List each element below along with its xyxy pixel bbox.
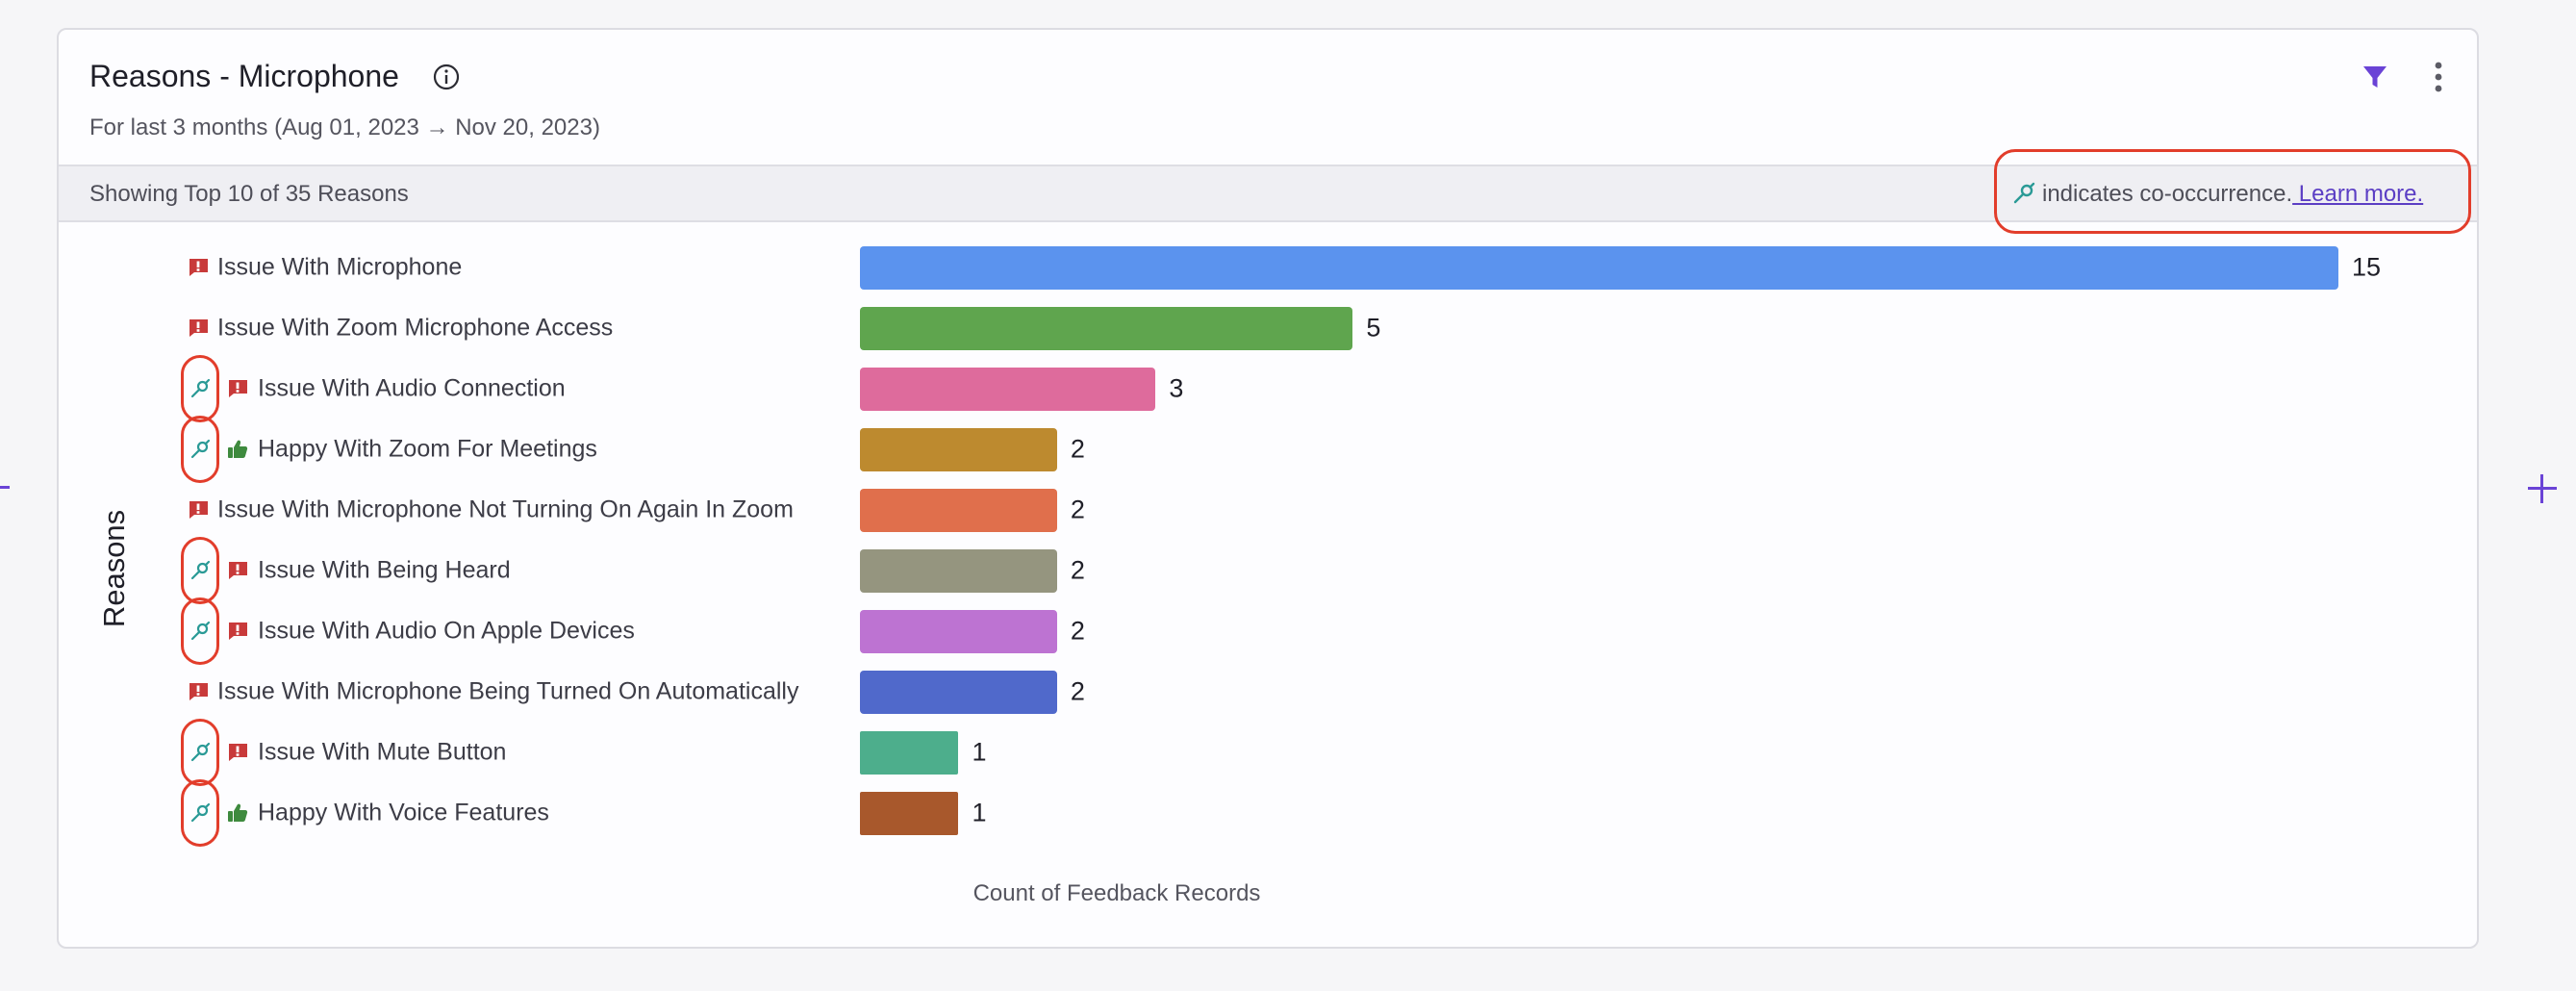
bar[interactable]	[860, 791, 959, 835]
category-label: Issue With Audio Connection	[258, 374, 566, 402]
data-label: 2	[1070, 555, 1085, 585]
issue-flag-icon	[189, 501, 208, 519]
cooccurrence-highlight	[1994, 149, 2471, 234]
data-label: 2	[1070, 495, 1085, 524]
filter-icon[interactable]	[2361, 63, 2389, 91]
issue-flag-icon	[228, 744, 247, 761]
category-label: Issue With Zoom Microphone Access	[217, 314, 614, 342]
bar[interactable]	[860, 245, 2338, 290]
issue-flag-icon	[189, 319, 208, 337]
data-label: 2	[1070, 676, 1085, 706]
bar[interactable]	[860, 488, 1057, 532]
thumbs-up-icon	[228, 440, 248, 458]
category-label: Happy With Zoom For Meetings	[258, 435, 597, 463]
reasons-chart-card: Reasons - Microphone For last 3 months (…	[57, 28, 2479, 949]
bar[interactable]	[860, 367, 1156, 411]
issue-flag-icon	[189, 683, 208, 700]
issue-flag-icon	[189, 259, 208, 276]
issue-flag-icon	[228, 380, 247, 397]
co-occurrence-icon	[190, 378, 211, 398]
data-label: 3	[1169, 373, 1184, 403]
co-occurrence-icon	[190, 439, 211, 459]
cooccurrence-highlight	[181, 597, 219, 665]
category-label: Issue With Being Heard	[258, 556, 511, 584]
co-occurrence-icon	[190, 621, 211, 641]
cooccurrence-highlight	[181, 779, 219, 847]
co-occurrence-icon	[2013, 182, 2035, 204]
bar[interactable]	[860, 427, 1057, 471]
collapse-left-icon[interactable]	[0, 486, 10, 489]
category-label: Issue With Microphone Being Turned On Au…	[217, 677, 799, 705]
bar[interactable]	[860, 306, 1353, 350]
category-label: Issue With Microphone Not Turning On Aga…	[217, 496, 794, 523]
data-label: 1	[972, 737, 987, 767]
co-occurrence-icon	[190, 802, 211, 823]
co-occurrence-icon	[190, 742, 211, 762]
x-axis-label: Count of Feedback Records	[972, 880, 1261, 906]
category-label: Issue With Audio On Apple Devices	[258, 617, 635, 645]
category-label: Issue With Mute Button	[258, 738, 507, 766]
category-label: Issue With Microphone	[217, 253, 463, 281]
showing-count-text: Showing Top 10 of 35 Reasons	[89, 181, 409, 207]
chart-title: Reasons - Microphone	[89, 59, 399, 93]
issue-flag-icon	[228, 623, 247, 640]
cooccurrence-legend: indicates co-occurrence. Learn more.	[2042, 181, 2423, 208]
data-label: 1	[972, 798, 987, 827]
data-label: 2	[1070, 616, 1085, 646]
category-label: Happy With Voice Features	[258, 799, 549, 826]
bar[interactable]	[860, 670, 1057, 714]
bar[interactable]	[860, 609, 1057, 653]
data-label: 5	[1366, 313, 1381, 343]
cooccurrence-highlight	[181, 416, 219, 483]
co-occurrence-icon	[190, 560, 211, 580]
thumbs-up-icon	[228, 803, 248, 822]
issue-flag-icon	[228, 562, 247, 579]
learn-more-link[interactable]: Learn more.	[2292, 181, 2424, 207]
summary-bar: Showing Top 10 of 35 Reasons indicates c…	[59, 149, 2477, 234]
bar[interactable]	[860, 548, 1057, 593]
more-vertical-icon[interactable]	[2431, 61, 2446, 93]
info-icon[interactable]	[432, 63, 461, 91]
y-axis-label: Reasons	[97, 509, 131, 628]
cooccurrence-text: indicates co-occurrence.	[2042, 181, 2293, 207]
date-range-subtitle: For last 3 months (Aug 01, 2023 → Nov 20…	[89, 114, 600, 140]
data-label: 15	[2352, 252, 2382, 282]
plus-icon[interactable]	[2528, 474, 2557, 503]
data-label: 2	[1070, 434, 1085, 464]
bar[interactable]	[860, 730, 959, 775]
